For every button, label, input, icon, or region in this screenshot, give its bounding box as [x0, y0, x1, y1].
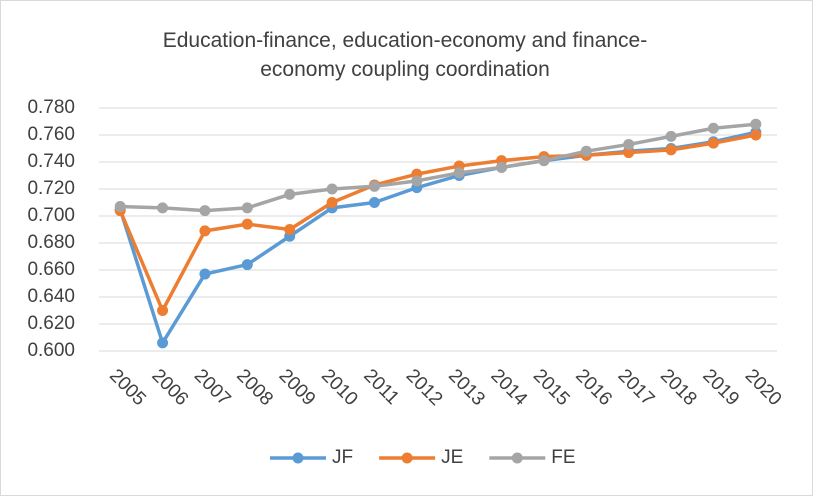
line-series [118, 133, 757, 313]
data-point [623, 147, 635, 159]
data-point [284, 224, 296, 235]
y-tick-label: 0.760 [27, 124, 75, 145]
y-tick-label: 0.640 [27, 286, 75, 307]
data-point [580, 145, 592, 157]
data-point [199, 268, 211, 280]
y-tick-label: 0.780 [27, 97, 75, 118]
legend-marker [401, 452, 413, 464]
data-point [199, 205, 211, 217]
line-series [120, 122, 756, 213]
chart-title: Education-finance, education-economy and… [162, 29, 648, 81]
data-point [157, 202, 169, 214]
data-point [326, 197, 338, 208]
legend-label: FE [551, 447, 575, 468]
data-point [199, 225, 211, 237]
data-point [665, 130, 677, 142]
data-point [665, 144, 677, 156]
data-point [241, 218, 253, 230]
data-point [496, 161, 508, 173]
data-point [538, 155, 550, 167]
y-tick-label: 0.600 [27, 340, 75, 361]
data-point [411, 175, 423, 187]
data-point [157, 305, 169, 316]
legend-label: JE [441, 447, 463, 468]
y-tick-label: 0.680 [27, 232, 75, 253]
data-point [326, 183, 338, 195]
data-point [750, 118, 762, 130]
data-point [114, 201, 126, 213]
data-point [241, 202, 253, 214]
y-tick-label: 0.620 [27, 313, 75, 334]
data-point [453, 167, 465, 179]
data-point [623, 138, 635, 150]
legend-label: JF [332, 447, 353, 468]
y-tick-label: 0.700 [27, 205, 75, 226]
y-tick-label: 0.740 [27, 151, 75, 172]
y-tick-label: 0.660 [27, 259, 75, 280]
data-point [368, 197, 380, 208]
data-point [707, 137, 719, 149]
data-point [284, 188, 296, 200]
legend-marker [292, 452, 304, 464]
data-point [157, 337, 169, 349]
data-point [750, 129, 762, 141]
data-point [368, 180, 380, 192]
data-point [241, 259, 253, 271]
legend-marker [511, 452, 523, 464]
y-tick-label: 0.720 [27, 178, 75, 199]
data-point [707, 122, 719, 134]
